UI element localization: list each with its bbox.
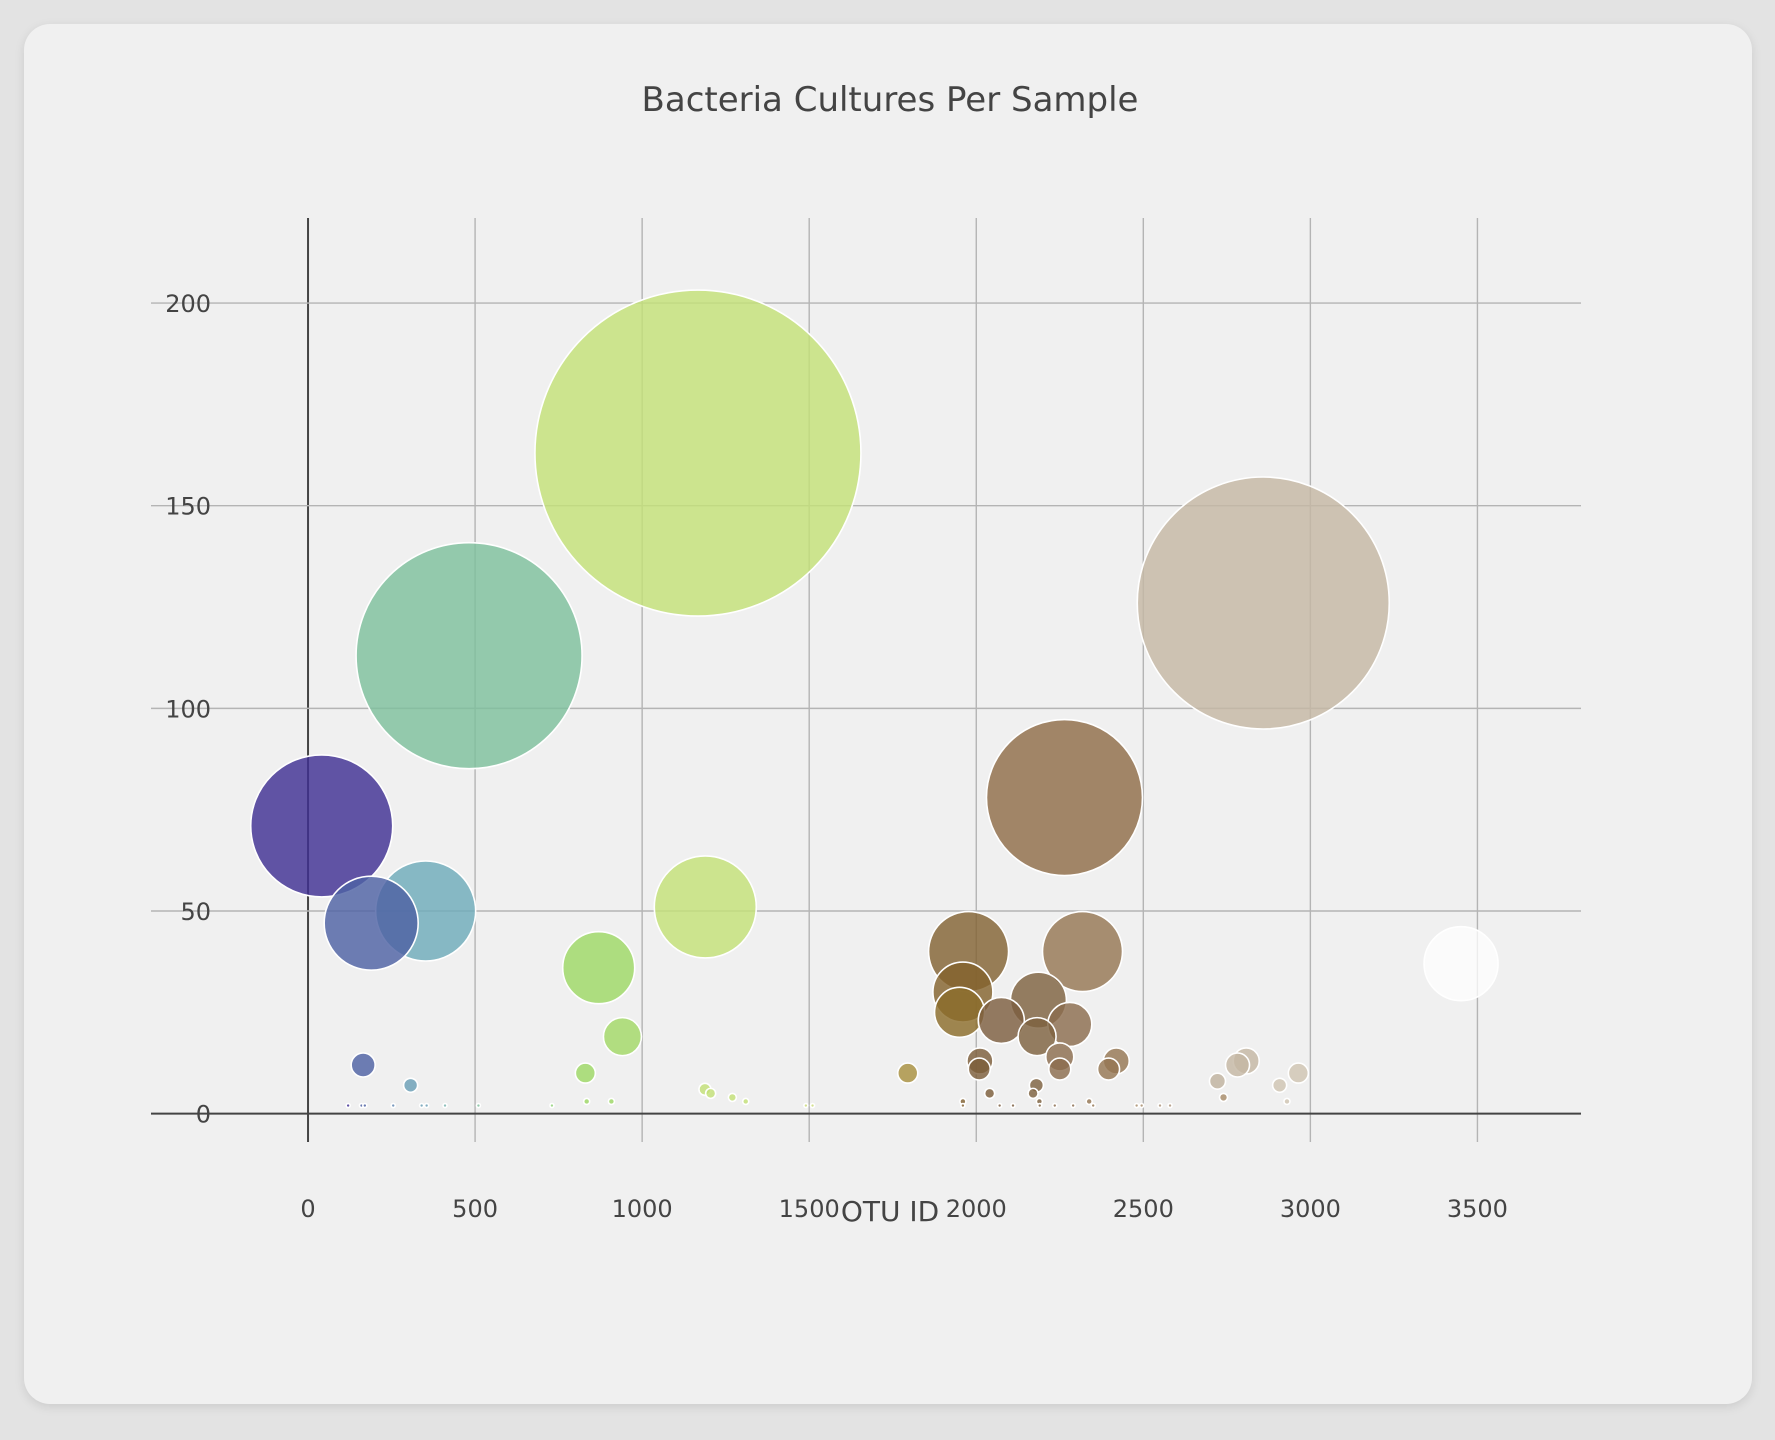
bubble-point[interactable] <box>1096 1057 1121 1081</box>
bubble-point[interactable] <box>1085 1097 1093 1106</box>
bubble-point[interactable] <box>1283 1097 1291 1106</box>
chart-title: Bacteria Cultures Per Sample <box>642 80 1139 120</box>
bubble-point[interactable] <box>996 1102 1003 1109</box>
bubble-point[interactable] <box>803 1102 809 1109</box>
y-tick-label: 50 <box>180 898 211 926</box>
bubble-point[interactable] <box>983 1087 996 1100</box>
bubble-point[interactable] <box>1090 1102 1096 1109</box>
y-tick-label: 200 <box>165 290 211 318</box>
bubble-point[interactable] <box>741 1097 750 1106</box>
bubble-point[interactable] <box>1157 1102 1163 1109</box>
bubble-point[interactable] <box>1010 1102 1016 1109</box>
y-tick-label: 100 <box>165 695 211 723</box>
bubbles <box>249 289 1499 1109</box>
bubble-point[interactable] <box>1051 1102 1058 1109</box>
bubble-point[interactable] <box>1041 910 1124 993</box>
bubble-point[interactable] <box>418 1102 425 1109</box>
bubble-point[interactable] <box>442 1102 448 1109</box>
bubble-point[interactable] <box>1167 1102 1173 1109</box>
bubble-point[interactable] <box>1017 1016 1057 1057</box>
bubble-point[interactable] <box>345 1102 351 1109</box>
bubble-point[interactable] <box>1133 1102 1140 1109</box>
bubble-point[interactable] <box>249 754 394 898</box>
x-tick-label: 1500 <box>779 1195 840 1223</box>
bubble-point[interactable] <box>582 1097 591 1106</box>
bubble-chart: Bacteria Cultures Per Sample 0 500 1000 150… <box>151 80 1581 1228</box>
bubble-point[interactable] <box>1138 1102 1145 1109</box>
bubble-point[interactable] <box>1070 1102 1076 1109</box>
bubble-point[interactable] <box>1271 1077 1288 1094</box>
x-tick-label: 0 <box>300 1195 315 1223</box>
bubble-point[interactable] <box>727 1092 738 1103</box>
bubble-point[interactable] <box>475 1102 482 1109</box>
y-tick-label: 150 <box>165 493 211 521</box>
bubble-point[interactable] <box>960 1102 966 1109</box>
bubble-point[interactable] <box>653 855 758 959</box>
bubble-point[interactable] <box>704 1087 717 1100</box>
x-tick-label: 3500 <box>1447 1195 1508 1223</box>
bubble-point[interactable] <box>602 1016 643 1057</box>
bubble-point[interactable] <box>607 1097 616 1106</box>
x-tick-label: 500 <box>452 1195 498 1223</box>
bubble-point[interactable] <box>1423 925 1499 1002</box>
x-axis-title: OTU ID <box>841 1195 939 1228</box>
bubble-point[interactable] <box>1136 476 1391 730</box>
bubble-point[interactable] <box>423 1102 430 1109</box>
bubble-point[interactable] <box>534 289 862 617</box>
chart-card: Bacteria Cultures Per Sample 0 500 1000 150… <box>24 24 1752 1404</box>
bubble-point[interactable] <box>1287 1062 1310 1084</box>
bubble-point[interactable] <box>809 1102 816 1109</box>
bubble-point[interactable] <box>549 1102 555 1109</box>
bubble-point[interactable] <box>967 1057 992 1081</box>
bubble-point[interactable] <box>1027 1087 1039 1100</box>
x-tick-label: 1000 <box>612 1195 673 1223</box>
bubble-point[interactable] <box>1047 1057 1072 1081</box>
bubble-point[interactable] <box>323 875 419 971</box>
bubble-point[interactable] <box>933 986 986 1039</box>
bubble-point[interactable] <box>574 1062 597 1084</box>
bubble-point[interactable] <box>402 1077 419 1094</box>
bubble-point[interactable] <box>350 1052 376 1078</box>
bubble-point[interactable] <box>561 930 636 1005</box>
x-tick-label: 2500 <box>1113 1195 1174 1223</box>
bubble-point[interactable] <box>355 541 583 770</box>
bubble-point[interactable] <box>1036 1102 1043 1109</box>
x-tick-label: 2000 <box>946 1195 1007 1223</box>
bubble-point[interactable] <box>896 1062 919 1084</box>
bubble-point[interactable] <box>390 1102 397 1109</box>
bubble-point[interactable] <box>1218 1092 1229 1103</box>
bubble-point[interactable] <box>1208 1072 1227 1091</box>
bubble-point[interactable] <box>977 996 1026 1045</box>
y-tick-label: 0 <box>196 1101 211 1129</box>
bubble-point[interactable] <box>985 718 1144 877</box>
bubble-point[interactable] <box>1224 1052 1251 1078</box>
bubble-point[interactable] <box>362 1102 368 1109</box>
tick-labels: 0 500 1000 1500 2000 2500 3000 3500 0 50 100 150 200 <box>165 290 1508 1223</box>
x-tick-label: 3000 <box>1280 1195 1341 1223</box>
